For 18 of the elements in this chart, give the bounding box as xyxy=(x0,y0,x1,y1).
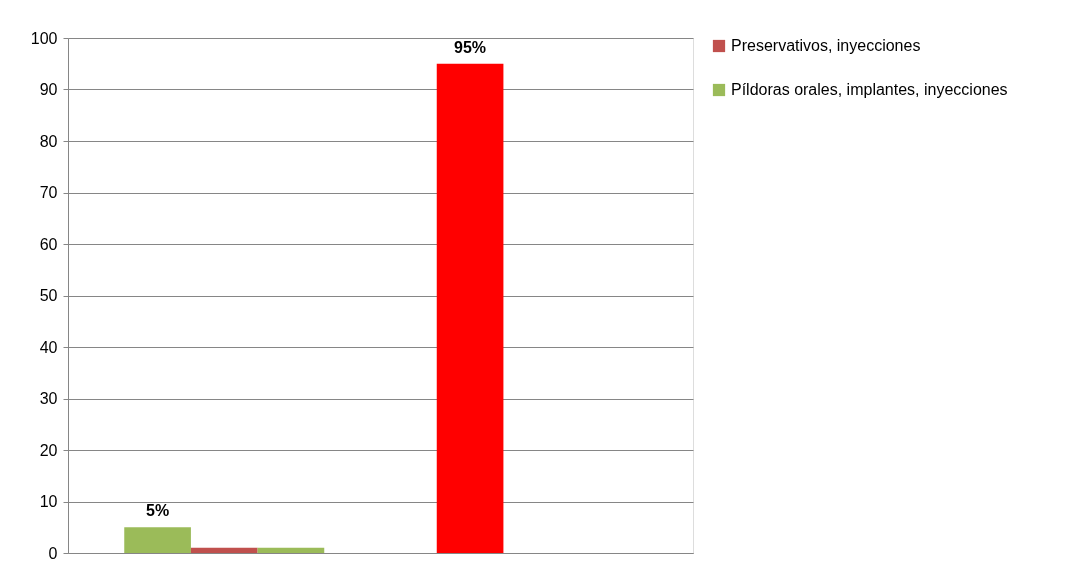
y-tick-label: 20 xyxy=(39,441,58,459)
data-label: 95% xyxy=(454,38,487,56)
y-tick-label: 50 xyxy=(39,287,58,304)
y-tick-label: 40 xyxy=(39,338,58,356)
legend-label: Píldoras orales, implantes, inyecciones xyxy=(731,81,1008,98)
y-tick-label: 90 xyxy=(39,81,58,98)
data-label: 5% xyxy=(146,502,170,520)
y-tick-label: 100 xyxy=(30,29,58,47)
y-tick-label: 10 xyxy=(39,493,58,510)
bar xyxy=(436,63,504,553)
y-tick-label: 70 xyxy=(39,184,58,201)
y-tick-label: 80 xyxy=(39,132,58,150)
bar xyxy=(257,547,325,553)
y-tick-label: 0 xyxy=(48,544,58,562)
legend-label: Preservativos, inyecciones xyxy=(731,37,921,54)
bar xyxy=(190,547,258,553)
y-tick-label: 60 xyxy=(39,235,58,253)
y-tick-label: 30 xyxy=(39,390,58,407)
